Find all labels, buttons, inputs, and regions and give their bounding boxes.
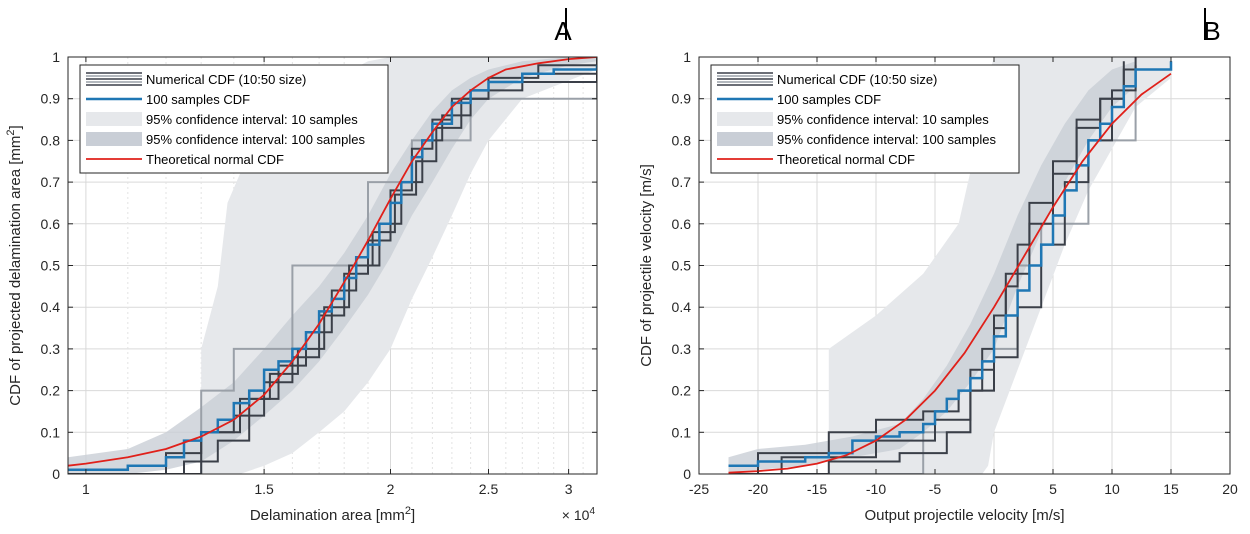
y-tick-label: 0.9: [41, 91, 61, 107]
y-tick-label: 0: [52, 466, 60, 482]
legend-swatch-ci100: [86, 132, 142, 146]
y-axis-label-tail: ]: [7, 125, 24, 129]
y-tick-label: 0: [683, 466, 691, 482]
x-axis-label: Delamination area [mm2]: [250, 505, 415, 524]
theoretical-cdf: [728, 72, 1172, 474]
legend-label: 100 samples CDF: [777, 92, 881, 107]
x-tick-label: 20: [1222, 481, 1238, 497]
x-tick-label: -10: [866, 481, 886, 497]
samples100-cdf: [728, 61, 1173, 467]
x-tick-label: -15: [807, 481, 827, 497]
legend-label: 95% confidence interval: 100 samples: [777, 132, 996, 147]
x-tick-label: 3: [565, 481, 573, 497]
panel-label: B: [1203, 16, 1220, 46]
x-tick-label: 5: [1049, 481, 1057, 497]
y-tick-label: 0.8: [672, 132, 692, 148]
panel-a: 0 0.1 0.2 0.3 0.4 0.5 0.6 0.7 0.8 0.9 1 1 1.5 2 2.5 3 De…: [5, 8, 598, 524]
y-tick-label: 0.7: [672, 174, 692, 190]
x-axis-label-sup: 2: [405, 505, 411, 517]
x-multiplier: × 104: [562, 506, 596, 523]
x-tick-label: 2.5: [479, 481, 499, 497]
y-tick-label: 0.1: [41, 424, 61, 440]
x-tick-label: 0: [990, 481, 998, 497]
x-multiplier-text: × 10: [562, 507, 590, 523]
y-tick-label: 0.6: [672, 216, 692, 232]
legend-swatch-ci10: [717, 112, 773, 126]
y-tick-label: 0.3: [41, 341, 61, 357]
legend-label: Theoretical normal CDF: [146, 152, 284, 167]
y-axis-label-text: CDF of projectile velocity [m/s]: [638, 164, 655, 367]
x-multiplier-exp: 4: [589, 506, 595, 517]
legend-label: 100 samples CDF: [146, 92, 250, 107]
y-tick-label: 0.3: [672, 341, 692, 357]
legend-swatch-ci100: [717, 132, 773, 146]
y-axis-label-text: CDF of projected delamination area [mm: [7, 136, 24, 406]
y-tick-label: 0.4: [41, 299, 61, 315]
legend-label: Numerical CDF (10:50 size): [777, 72, 937, 87]
y-axis-label: CDF of projected delamination area [mm2]: [5, 125, 24, 405]
x-tick-label: 1: [82, 481, 90, 497]
legend-swatch-ci10: [86, 112, 142, 126]
x-tick-label: 10: [1104, 481, 1120, 497]
legend-label: 95% confidence interval: 10 samples: [777, 112, 989, 127]
y-axis-label-sup: 2: [5, 129, 17, 135]
panel-b: 0 0.1 0.2 0.3 0.4 0.5 0.6 0.7 0.8 0.9 1 -25 -20 -15 -1…: [638, 8, 1238, 524]
legend-label: Theoretical normal CDF: [777, 152, 915, 167]
x-tick-label: -5: [929, 481, 942, 497]
y-tick-label: 1: [683, 49, 691, 65]
legend-label: 95% confidence interval: 10 samples: [146, 112, 358, 127]
x-tick-label: -20: [748, 481, 768, 497]
x-axis-label-text: Delamination area [mm: [250, 507, 405, 524]
legend: Numerical CDF (10:50 size) 100 samples CD…: [710, 64, 1020, 174]
tick-marks: [68, 56, 597, 475]
legend-label: Numerical CDF (10:50 size): [146, 72, 306, 87]
legend-label: 95% confidence interval: 100 samples: [146, 132, 365, 147]
panel-label: A: [554, 16, 572, 46]
x-axis-label-tail: ]: [411, 507, 415, 524]
tick-marks: [698, 56, 1231, 475]
x-tick-label: -25: [689, 481, 709, 497]
y-tick-label: 0.8: [41, 132, 61, 148]
x-tick-label: 15: [1163, 481, 1179, 497]
y-tick-label: 0.6: [41, 216, 61, 232]
x-tick-label: 2: [387, 481, 395, 497]
y-tick-label: 0.2: [41, 383, 61, 399]
y-tick-label: 0.9: [672, 91, 692, 107]
y-tick-label: 0.5: [672, 258, 692, 274]
y-tick-label: 1: [52, 49, 60, 65]
y-tick-label: 0.5: [41, 258, 61, 274]
y-axis-label: CDF of projectile velocity [m/s]: [638, 164, 655, 367]
y-tick-label: 0.2: [672, 383, 692, 399]
x-axis-label-text: Output projectile velocity [m/s]: [864, 507, 1064, 524]
y-tick-label: 0.1: [672, 424, 692, 440]
y-tick-label: 0.4: [672, 299, 692, 315]
theoretical-cdf: [68, 57, 597, 467]
y-tick-label: 0.7: [41, 174, 61, 190]
x-axis-label: Output projectile velocity [m/s]: [864, 507, 1064, 524]
x-tick-label: 1.5: [254, 481, 274, 497]
legend: Numerical CDF (10:50 size) 100 samples CD…: [79, 64, 389, 174]
plot-area: [728, 57, 1173, 474]
ci100-band: [728, 61, 1136, 474]
